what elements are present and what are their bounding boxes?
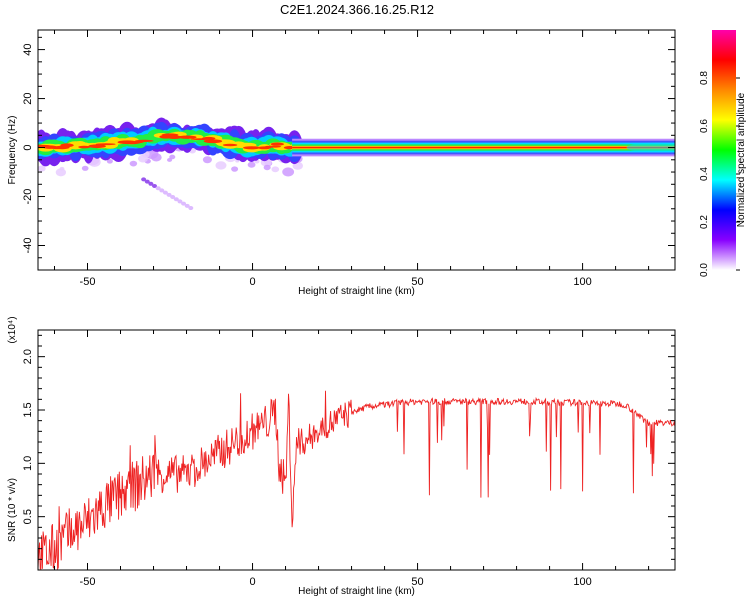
noise-blob <box>137 154 149 163</box>
colorbar-tick-label: 0.6 <box>699 119 710 133</box>
ridge-blob <box>243 146 261 150</box>
spectrogram-x-axis: -50 0 50 100 <box>54 30 650 288</box>
spectrogram-x-tick-label: 50 <box>411 276 423 288</box>
spectrogram-y-tick-label: 0 <box>22 144 34 150</box>
ridge-blob <box>201 136 216 140</box>
ridge-blob <box>60 143 74 148</box>
spectrogram-x-tick-label: -50 <box>80 276 96 288</box>
trail-blob <box>173 197 179 202</box>
trail-blob <box>141 177 147 182</box>
spectrogram-frame <box>37 29 676 271</box>
trail-blob <box>184 203 190 208</box>
trail-blob <box>188 206 194 211</box>
colorbar-label: Normalized spectral amplitude <box>736 92 747 227</box>
spectrogram-panel: -50 0 50 100 Height of straight line (km) -40… <box>7 29 676 297</box>
noise-blob <box>202 156 212 164</box>
noise-blob <box>150 153 162 162</box>
snr-x-label: Height of straight line (km) <box>298 586 415 597</box>
snr-panel: -50 0 50 100 Height of straight line (km) 0.5… <box>7 316 676 597</box>
ridge-blob <box>264 145 282 148</box>
trail-blob <box>159 188 165 193</box>
noise-blob <box>215 161 227 170</box>
ridge-blob <box>270 142 284 146</box>
ridge-blob <box>177 135 197 139</box>
ridge-blob <box>95 143 116 146</box>
edge-flare <box>626 142 675 153</box>
snr-y-axis: 0.5 1.0 1.5 2.0 <box>22 334 675 560</box>
spectrogram-y-tick-label: 40 <box>22 43 34 55</box>
noise-blob <box>145 152 150 156</box>
trail-blob <box>148 181 154 186</box>
colorbar-tick-label: 0.2 <box>699 215 710 229</box>
snr-y-tick-label: 0.5 <box>22 509 34 524</box>
noise-blob <box>271 166 280 173</box>
spectrogram-y-tick-label: 20 <box>22 92 34 104</box>
trail-blob <box>181 201 187 206</box>
noise-blob <box>38 165 46 172</box>
noise-blob <box>59 166 65 171</box>
spectrogram-x-tick-label: 100 <box>573 276 591 288</box>
colorbar-tick-label: 0.4 <box>699 167 710 181</box>
snr-y-label: SNR (10 * v/v) <box>7 478 18 542</box>
snr-y-tick-label: 1.5 <box>22 402 34 417</box>
noise-blob <box>263 164 271 171</box>
noise-blob <box>169 154 176 160</box>
colorbar: 0.0 0.2 0.4 0.6 0.8 Normalized spectral ampli… <box>699 30 747 277</box>
trail-blob <box>166 192 172 197</box>
noise-blob <box>81 165 89 171</box>
trail-blob <box>177 199 183 204</box>
spectrogram-y-label: Frequency (Hz) <box>7 116 18 185</box>
noise-blob <box>106 158 113 164</box>
ridge-blob <box>134 139 154 142</box>
colorbar-tick-label: 0.0 <box>699 263 710 277</box>
noise-blob <box>55 168 67 177</box>
snr-x-tick-label: 100 <box>573 576 591 588</box>
colorbar-gradient <box>712 30 736 270</box>
snr-y-tick-label: 2.0 <box>22 349 34 364</box>
ridge-blob <box>88 144 106 149</box>
ridge-blob <box>203 139 223 144</box>
spectrogram-x-label: Height of straight line (km) <box>298 286 415 297</box>
colorbar-tick-label: 0.8 <box>699 71 710 85</box>
ridge-blob <box>167 135 182 139</box>
trail-blob <box>144 179 150 184</box>
snr-x-axis: -50 0 50 100 <box>54 330 650 588</box>
snr-scale-label: (x10⁴) <box>7 316 18 343</box>
snr-frame <box>37 329 676 571</box>
spectrogram-blobs <box>38 117 675 211</box>
figure-title: C2E1.2024.366.16.25.R12 <box>280 2 434 17</box>
snr-y-tick-label: 1.0 <box>22 456 34 471</box>
noise-blob <box>282 167 295 177</box>
snr-series-line <box>38 390 675 570</box>
noise-blob <box>129 160 138 167</box>
noise-blob <box>247 161 256 168</box>
trail-blob <box>155 186 161 191</box>
trail-blob <box>170 195 176 200</box>
trail-blob <box>162 190 168 195</box>
spectrogram-x-tick-label: 0 <box>249 276 255 288</box>
trail-blob <box>152 184 158 188</box>
ridge-blob <box>222 143 238 147</box>
snr-x-tick-label: -50 <box>80 576 96 588</box>
steady-band <box>292 146 675 149</box>
spectrogram-y-tick-label: -40 <box>22 238 34 254</box>
snr-x-tick-label: 0 <box>249 576 255 588</box>
spectrogram-y-axis: -40 -20 0 20 40 <box>22 36 675 271</box>
spectrogram-y-tick-label: -20 <box>22 189 34 205</box>
noise-blob <box>231 166 239 172</box>
snr-x-tick-label: 50 <box>411 576 423 588</box>
ridge-blob <box>78 145 91 149</box>
